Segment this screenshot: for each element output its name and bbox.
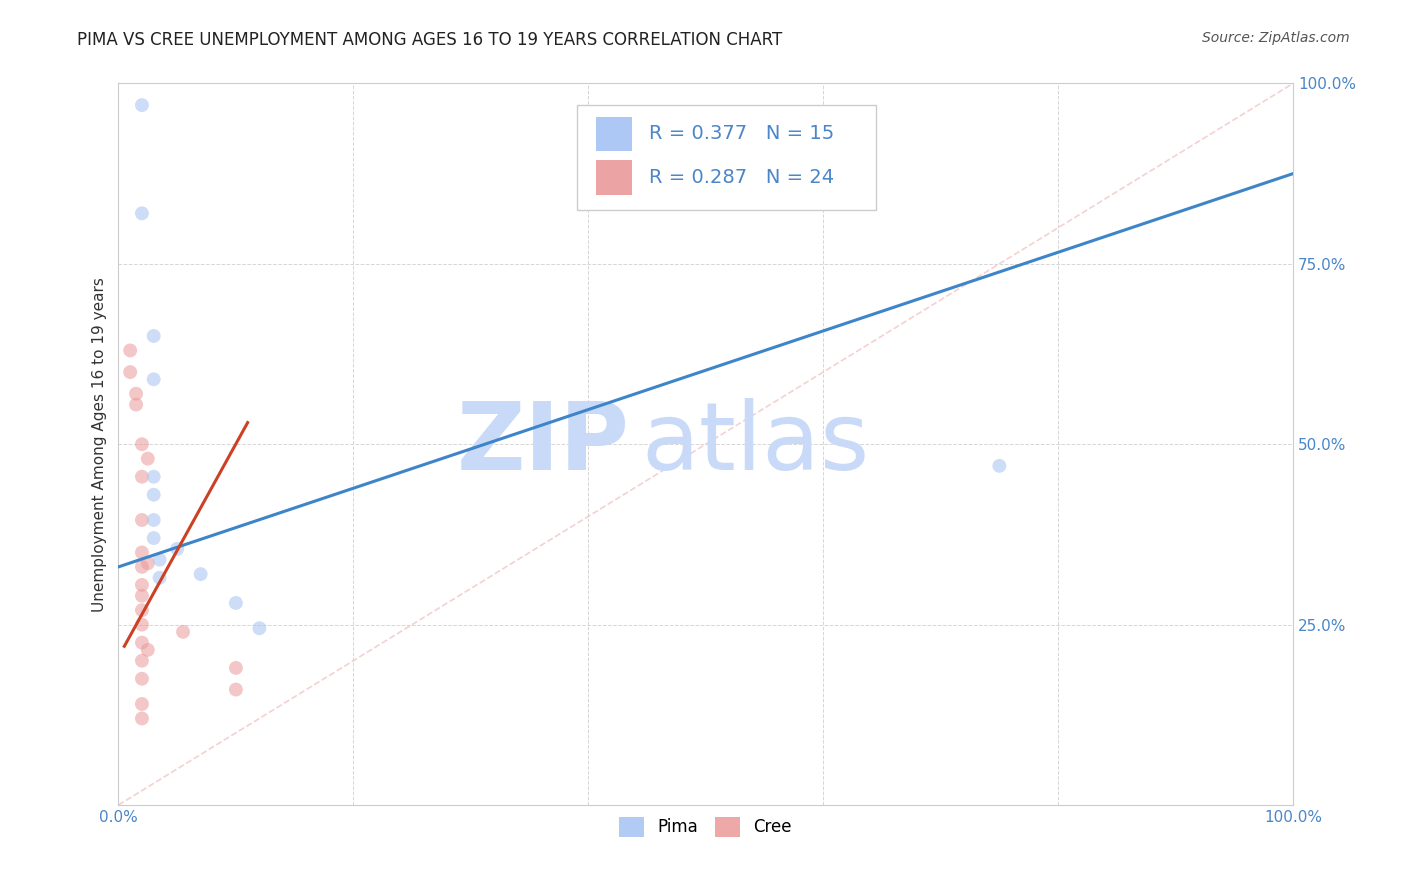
Text: ZIP: ZIP <box>457 398 630 491</box>
Point <box>225 661 247 675</box>
Point <box>148 552 170 566</box>
Point <box>142 469 165 483</box>
Point <box>120 343 142 358</box>
Point <box>148 571 170 585</box>
Point <box>131 578 153 592</box>
Point <box>142 372 165 386</box>
Text: R = 0.287   N = 24: R = 0.287 N = 24 <box>650 168 835 186</box>
Point <box>136 556 159 570</box>
Point <box>225 682 247 697</box>
Point <box>225 596 247 610</box>
Legend: Pima, Cree: Pima, Cree <box>613 810 799 844</box>
Point <box>131 589 153 603</box>
Point <box>190 567 212 582</box>
Point <box>131 98 153 112</box>
Point <box>131 469 153 483</box>
Point <box>172 624 194 639</box>
Point <box>131 711 153 725</box>
Point <box>131 672 153 686</box>
Point <box>131 617 153 632</box>
Text: R = 0.377   N = 15: R = 0.377 N = 15 <box>650 125 835 144</box>
Text: atlas: atlas <box>641 398 869 491</box>
Point <box>988 458 1011 473</box>
Point <box>131 654 153 668</box>
Point <box>142 531 165 545</box>
Y-axis label: Unemployment Among Ages 16 to 19 years: Unemployment Among Ages 16 to 19 years <box>93 277 107 612</box>
Point <box>136 451 159 466</box>
Point <box>125 398 148 412</box>
Point <box>125 386 148 401</box>
Point <box>120 365 142 379</box>
Point <box>142 513 165 527</box>
FancyBboxPatch shape <box>576 105 876 210</box>
Point <box>131 206 153 220</box>
Bar <box>596 160 631 194</box>
Point <box>131 437 153 451</box>
Point <box>131 560 153 574</box>
Point <box>142 329 165 343</box>
Text: PIMA VS CREE UNEMPLOYMENT AMONG AGES 16 TO 19 YEARS CORRELATION CHART: PIMA VS CREE UNEMPLOYMENT AMONG AGES 16 … <box>77 31 783 49</box>
Bar <box>596 117 631 152</box>
Point <box>166 541 188 556</box>
Point <box>247 621 270 635</box>
Point <box>131 603 153 617</box>
Text: Source: ZipAtlas.com: Source: ZipAtlas.com <box>1202 31 1350 45</box>
Point <box>131 513 153 527</box>
Point <box>136 643 159 657</box>
Point <box>131 697 153 711</box>
Point <box>142 488 165 502</box>
Point <box>131 545 153 559</box>
Point <box>131 635 153 649</box>
